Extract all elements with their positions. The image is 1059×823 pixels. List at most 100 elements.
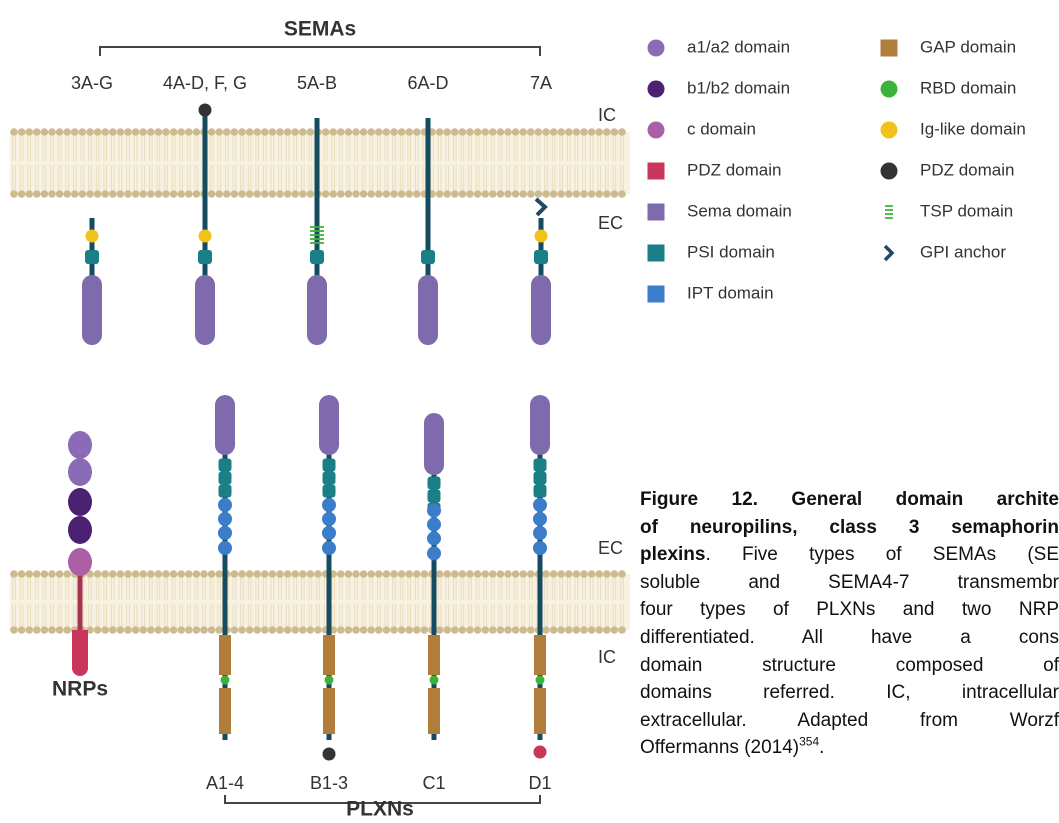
lipid-tail bbox=[232, 578, 237, 626]
lipid-tail bbox=[445, 578, 449, 626]
caption-title: plexins bbox=[640, 544, 706, 566]
lipid-tail bbox=[187, 578, 191, 626]
lipid-tail bbox=[551, 578, 556, 626]
lipid-tail bbox=[133, 578, 138, 626]
ipt-domain bbox=[533, 541, 547, 555]
lipid-head bbox=[230, 190, 239, 198]
nrps-label: NRPs bbox=[52, 678, 108, 701]
lipid-head bbox=[344, 626, 353, 634]
lipid-tail bbox=[544, 136, 548, 190]
lipid-tail bbox=[620, 578, 624, 626]
lipid-head bbox=[299, 626, 307, 634]
psi-domain bbox=[533, 471, 547, 485]
lipid-head bbox=[245, 626, 254, 634]
lipid-tail bbox=[95, 136, 100, 190]
lipid-tail bbox=[141, 578, 145, 626]
legend-label: RBD domain bbox=[920, 78, 1016, 97]
lipid-head bbox=[185, 190, 193, 198]
caption-ref: 354 bbox=[799, 735, 820, 750]
lipid-tail bbox=[453, 578, 457, 626]
lipid-tail bbox=[559, 136, 563, 190]
lipid-head bbox=[580, 626, 588, 634]
lipid-head bbox=[572, 128, 581, 136]
lipid-head bbox=[93, 626, 102, 634]
sema-domain bbox=[195, 275, 215, 345]
lipid-head bbox=[443, 190, 452, 198]
sema-domain bbox=[82, 275, 102, 345]
lipid-head bbox=[321, 190, 330, 198]
lipid-tail bbox=[27, 136, 31, 190]
legend-icon bbox=[647, 162, 665, 180]
lipid-head bbox=[511, 570, 520, 578]
lipid-tail bbox=[323, 136, 328, 190]
membrane-label: EC bbox=[598, 538, 623, 558]
lipid-tail bbox=[346, 578, 351, 626]
legend-label: GPI anchor bbox=[920, 242, 1006, 261]
lipid-head bbox=[390, 626, 398, 634]
lipid-tail bbox=[384, 578, 389, 626]
legend-icon bbox=[647, 285, 665, 303]
lipid-head bbox=[215, 190, 223, 198]
nrp-domain bbox=[68, 458, 92, 486]
plxn-class-label: A1-4 bbox=[206, 773, 244, 793]
caption-text: Offermanns (2014) bbox=[640, 737, 800, 759]
lipid-head bbox=[17, 128, 26, 136]
lipid-tail bbox=[57, 136, 62, 190]
lipid-head bbox=[192, 190, 201, 198]
psi-domain bbox=[85, 250, 99, 264]
lipid-head bbox=[321, 128, 330, 136]
lipid-tail bbox=[331, 578, 335, 626]
lipid-head bbox=[397, 190, 406, 198]
plxn-class-label: D1 bbox=[528, 773, 551, 793]
lipid-head bbox=[329, 190, 338, 198]
caption-text: four types of PLXNs and two NRP bbox=[640, 599, 1059, 621]
lipid-tail bbox=[339, 136, 343, 190]
lipid-head bbox=[25, 128, 33, 136]
lipid-tail bbox=[202, 578, 206, 626]
legend-label: b1/b2 domain bbox=[687, 78, 790, 97]
membrane-core bbox=[10, 132, 630, 194]
psi-domain bbox=[310, 250, 324, 264]
lipid-head bbox=[443, 128, 452, 136]
lipid-head bbox=[511, 190, 520, 198]
lipid-head bbox=[109, 128, 117, 136]
lipid-head bbox=[109, 190, 117, 198]
lipid-tail bbox=[445, 136, 449, 190]
lipid-head bbox=[230, 128, 239, 136]
lipid-head bbox=[534, 190, 543, 198]
lipid-head bbox=[25, 626, 33, 634]
sema-domain bbox=[530, 395, 550, 455]
lipid-head bbox=[352, 570, 360, 578]
ig-like-domain bbox=[198, 229, 212, 243]
lipid-head bbox=[306, 570, 315, 578]
lipid-tail bbox=[582, 136, 586, 190]
lipid-head bbox=[519, 570, 527, 578]
lipid-tail bbox=[605, 136, 609, 190]
lipid-head bbox=[283, 128, 292, 136]
lipid-tail bbox=[141, 136, 145, 190]
lipid-head bbox=[154, 626, 163, 634]
psi-domain bbox=[427, 476, 441, 490]
lipid-tail bbox=[422, 578, 427, 626]
legend-icon bbox=[880, 162, 898, 180]
lipid-tail bbox=[232, 136, 237, 190]
lipid-head bbox=[93, 570, 102, 578]
psi-domain bbox=[198, 250, 212, 264]
lipid-head bbox=[527, 570, 535, 578]
lipid-head bbox=[40, 128, 49, 136]
caption-line: extracellular. Adapted from Worzf bbox=[640, 707, 1059, 735]
lipid-head bbox=[337, 626, 345, 634]
legend-label: Ig-like domain bbox=[920, 119, 1026, 138]
lipid-head bbox=[519, 128, 527, 136]
lipid-tail bbox=[118, 136, 123, 190]
pdz-domain bbox=[322, 747, 336, 761]
gap-domain bbox=[428, 635, 440, 675]
lipid-tail bbox=[111, 578, 115, 626]
lipid-head bbox=[489, 570, 497, 578]
lipid-head bbox=[557, 570, 565, 578]
ipt-domain bbox=[427, 503, 441, 518]
ig-like-domain bbox=[85, 229, 99, 243]
lipid-head bbox=[116, 128, 125, 136]
lipid-tail bbox=[339, 578, 343, 626]
